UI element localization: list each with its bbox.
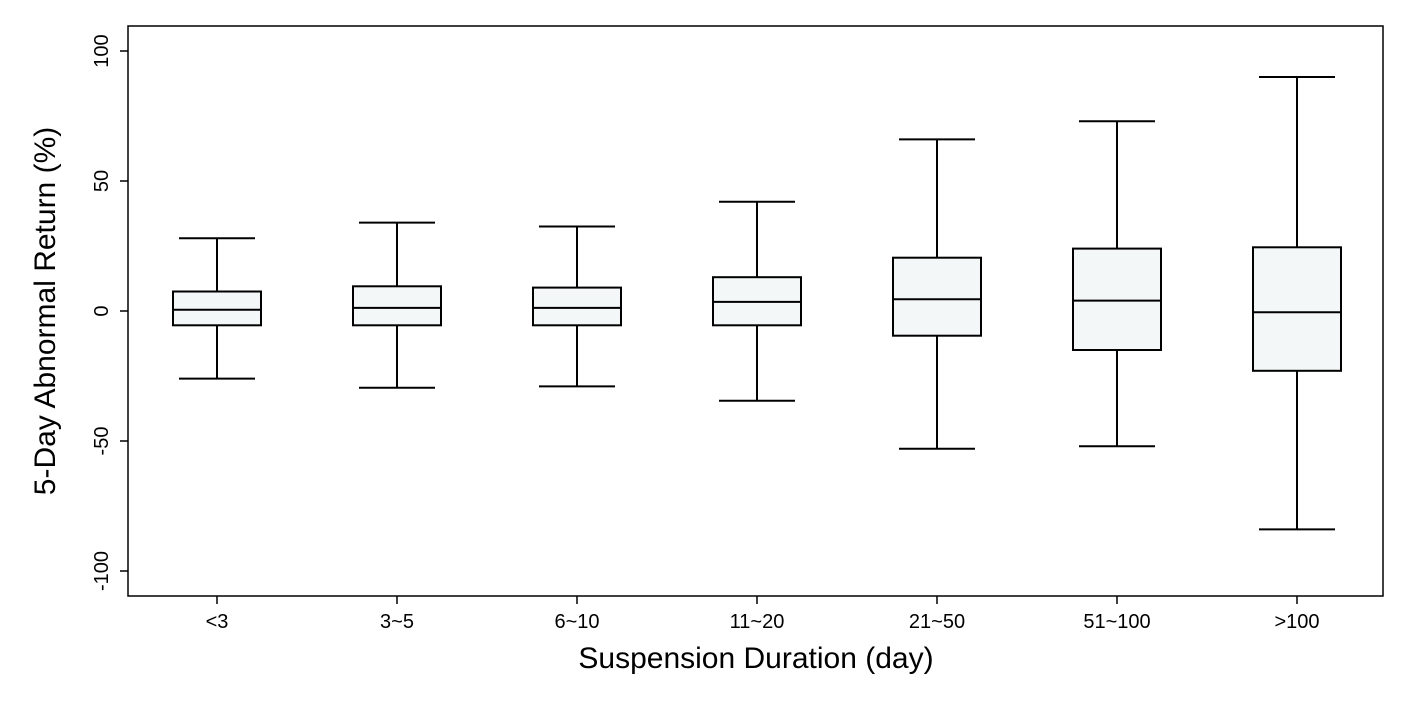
box-5 xyxy=(1072,120,1162,448)
x-tick-label: 51~100 xyxy=(1083,611,1150,633)
x-axis: <3 3~5 6~10 11~20 21~50 51~100 >100 xyxy=(206,596,1320,633)
x-tick-label: 21~50 xyxy=(909,611,965,633)
x-tick-label: >100 xyxy=(1274,611,1319,633)
x-axis-title: Suspension Duration (day) xyxy=(578,642,933,675)
box-4 xyxy=(892,138,982,450)
y-tick-label: 100 xyxy=(91,34,113,67)
box-2 xyxy=(532,225,622,388)
y-tick-label: 50 xyxy=(91,170,113,192)
iqr-box xyxy=(1252,246,1342,372)
x-tick-label: 3~5 xyxy=(380,611,414,633)
boxes-group xyxy=(172,76,1342,531)
y-tick-label: -100 xyxy=(91,551,113,591)
y-axis: -100 -50 0 50 100 xyxy=(91,34,128,591)
y-axis-title: 5-Day Abnormal Return (%) xyxy=(29,127,62,495)
box-0 xyxy=(172,237,262,380)
box-1 xyxy=(352,221,442,389)
box-3 xyxy=(712,200,802,402)
box-6 xyxy=(1252,76,1342,531)
iqr-box xyxy=(172,290,262,327)
x-tick-label: <3 xyxy=(206,611,229,633)
iqr-box xyxy=(892,256,982,337)
iqr-box xyxy=(352,285,442,327)
x-tick-label: 11~20 xyxy=(730,611,785,633)
y-tick-label: -50 xyxy=(91,427,113,456)
x-tick-label: 6~10 xyxy=(554,611,599,633)
y-tick-label: 0 xyxy=(91,305,113,316)
iqr-box xyxy=(532,286,622,327)
iqr-box xyxy=(1072,247,1162,352)
